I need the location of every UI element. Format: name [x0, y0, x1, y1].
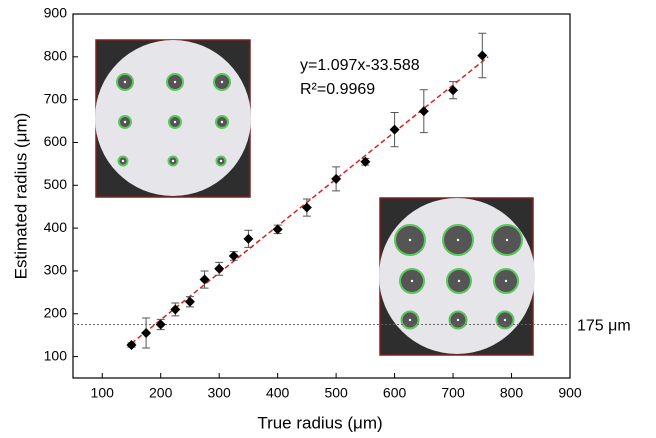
x-tick-label: 600 — [383, 385, 407, 401]
y-tick-label: 400 — [44, 219, 68, 235]
inset-center — [457, 279, 461, 283]
y-tick-label: 300 — [44, 262, 68, 278]
point — [184, 296, 195, 307]
inset-center — [503, 318, 507, 322]
x-tick-label: 900 — [558, 385, 582, 401]
inset-center — [220, 120, 224, 124]
point — [228, 250, 239, 261]
inset-center — [123, 80, 127, 84]
y-axis-label: Estimated radius (μm) — [11, 113, 30, 280]
x-tick-label: 700 — [441, 385, 465, 401]
inset-center — [408, 318, 412, 322]
fit-line — [131, 56, 489, 344]
point — [214, 263, 225, 274]
point — [170, 304, 181, 315]
point — [243, 233, 254, 244]
x-tick-label: 400 — [266, 385, 290, 401]
threshold-label: 175 μm — [577, 318, 631, 335]
point — [141, 328, 152, 339]
point — [199, 274, 210, 285]
point — [389, 124, 400, 135]
inset-center — [456, 318, 460, 322]
fit-equation: y=1.097x-33.588 — [300, 57, 420, 74]
inset-center — [408, 238, 412, 242]
point — [477, 50, 488, 61]
y-tick-label: 600 — [44, 133, 68, 149]
x-tick-label: 500 — [324, 385, 348, 401]
inset-center — [171, 159, 175, 163]
inset-center — [121, 159, 125, 163]
insets — [95, 39, 535, 356]
x-tick-label: 800 — [500, 385, 524, 401]
inset-center — [219, 159, 223, 163]
inset-center — [505, 238, 509, 242]
inset-center — [123, 120, 127, 124]
point — [418, 106, 429, 117]
point — [448, 85, 459, 96]
x-tick-label: 100 — [91, 385, 115, 401]
inset-center — [173, 80, 177, 84]
y-tick-label: 500 — [44, 176, 68, 192]
x-axis-label: True radius (μm) — [257, 413, 382, 432]
point — [155, 319, 166, 330]
inset-center — [173, 120, 177, 124]
inset-center — [410, 279, 414, 283]
r-squared: R²=0.9969 — [300, 81, 375, 98]
y-tick-label: 200 — [44, 304, 68, 320]
plot-frame — [72, 13, 571, 379]
inset-center — [504, 279, 508, 283]
y-tick-label: 800 — [44, 48, 68, 64]
inset-center — [456, 238, 460, 242]
point — [360, 156, 371, 167]
point — [272, 224, 283, 235]
y-tick-label: 700 — [44, 90, 68, 106]
point — [126, 340, 137, 351]
x-tick-label: 300 — [207, 385, 231, 401]
inset-center — [220, 80, 224, 84]
point — [301, 202, 312, 213]
y-tick-label: 900 — [44, 5, 68, 21]
point — [331, 173, 342, 184]
x-tick-label: 200 — [149, 385, 173, 401]
y-tick-label: 100 — [44, 347, 68, 363]
